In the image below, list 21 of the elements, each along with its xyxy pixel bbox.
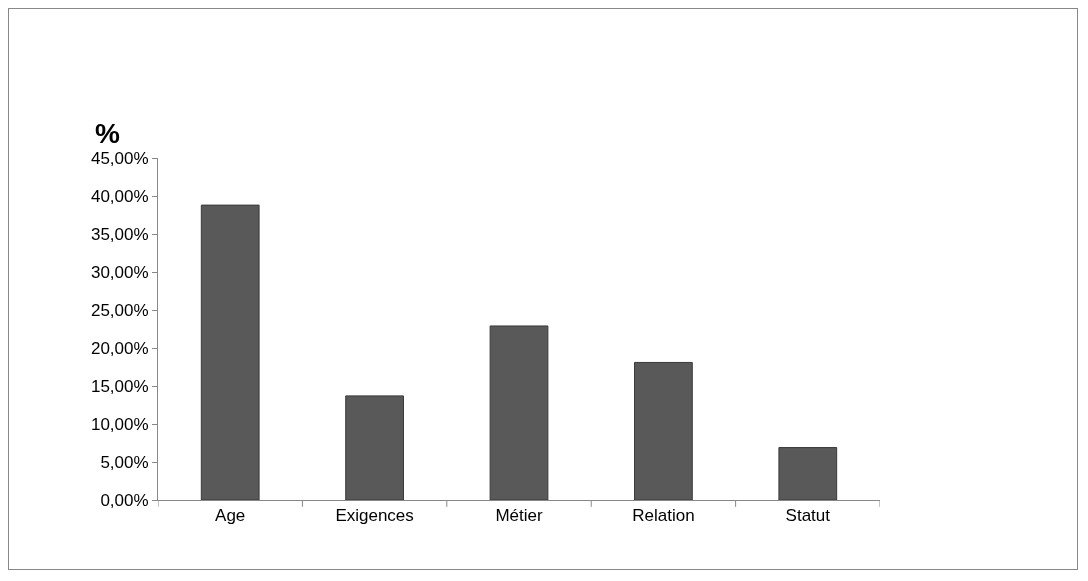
y-tick-label: 30,00% — [90, 262, 149, 282]
y-tick-label: 40,00% — [90, 186, 149, 206]
bar — [345, 395, 404, 500]
y-tick-label: 0,00% — [100, 490, 149, 510]
bar — [200, 204, 260, 500]
bar — [634, 361, 693, 500]
bar — [489, 325, 549, 500]
y-tick-label: 35,00% — [90, 224, 149, 244]
y-tick-label: 45,00% — [90, 148, 149, 168]
x-tick-label: Métier — [495, 506, 543, 526]
y-tick-label: 15,00% — [90, 376, 149, 396]
y-tick-label: 5,00% — [100, 452, 149, 472]
x-tick-label: Statut — [785, 506, 831, 526]
x-tick-label: Age — [215, 506, 246, 526]
bar — [778, 447, 838, 500]
y-tick-label: 25,00% — [90, 300, 149, 320]
x-tick-label: Relation — [632, 506, 695, 526]
y-tick-label: 10,00% — [90, 414, 149, 434]
x-tick-label: Exigences — [335, 506, 414, 526]
y-axis-title: % — [95, 118, 120, 149]
y-tick-label: 20,00% — [90, 338, 149, 358]
